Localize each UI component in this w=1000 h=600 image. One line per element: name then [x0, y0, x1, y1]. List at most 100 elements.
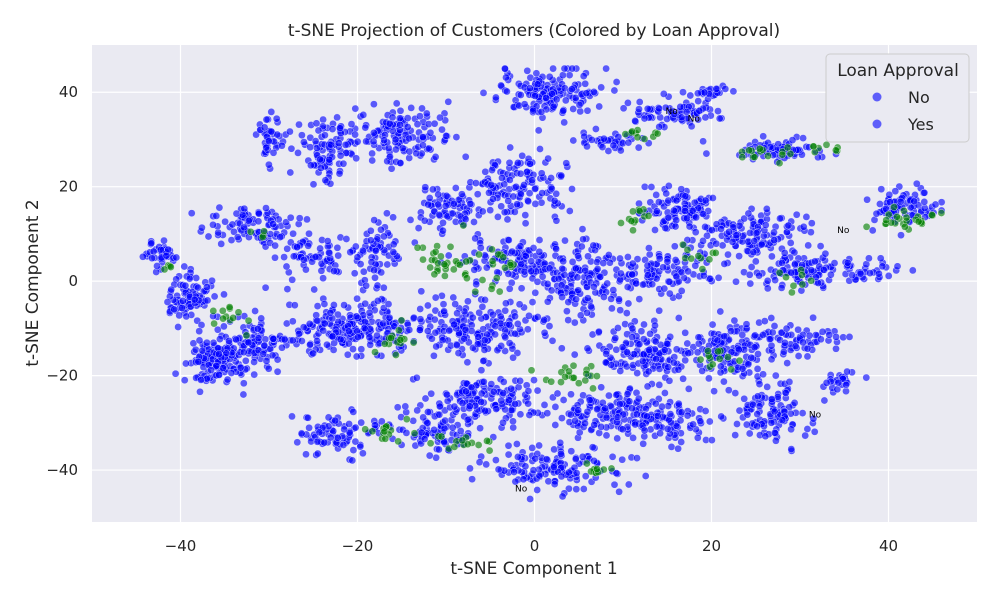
data-point-green	[708, 360, 717, 369]
data-point-blue	[531, 185, 539, 193]
data-point-blue	[576, 107, 585, 116]
data-point-blue	[445, 326, 454, 335]
data-point-blue	[691, 228, 700, 237]
data-point-blue	[480, 346, 489, 354]
data-point-blue	[503, 87, 511, 96]
data-point-green	[430, 270, 439, 279]
data-point-blue	[262, 204, 270, 212]
data-point-green	[629, 207, 637, 216]
data-point-blue	[264, 364, 273, 373]
data-point-blue	[191, 345, 200, 354]
data-point-blue	[297, 429, 306, 438]
y-tick-label: 20	[59, 178, 78, 196]
data-point-green	[483, 437, 491, 445]
data-point-blue	[413, 120, 422, 129]
data-point-blue	[684, 385, 693, 393]
data-point-blue	[238, 211, 247, 219]
chart-title: t-SNE Projection of Customers (Colored b…	[288, 21, 780, 41]
data-point-blue	[491, 322, 500, 331]
data-point-blue	[732, 277, 740, 286]
data-point-blue	[438, 125, 446, 134]
data-point-blue	[416, 112, 424, 121]
data-point-blue	[635, 105, 643, 114]
data-point-blue	[339, 159, 348, 168]
data-point-blue	[805, 331, 814, 340]
data-point-blue	[653, 207, 661, 216]
data-point-blue	[514, 453, 522, 461]
data-point-blue	[658, 402, 666, 411]
data-point-blue	[544, 154, 552, 163]
data-point-blue	[609, 286, 618, 294]
data-point-blue	[624, 480, 633, 489]
data-point-blue	[791, 260, 799, 269]
data-point-blue	[521, 211, 530, 219]
data-point-blue	[489, 387, 498, 396]
data-point-blue	[345, 327, 353, 336]
data-point-blue	[239, 379, 248, 388]
data-point-blue	[730, 316, 739, 325]
data-point-blue	[557, 171, 566, 180]
data-point-blue	[687, 122, 696, 131]
data-point-blue	[713, 336, 722, 345]
data-point-green	[437, 432, 446, 441]
data-point-blue	[602, 413, 611, 422]
data-point-blue	[652, 422, 661, 431]
data-point-blue	[504, 236, 513, 244]
data-point-blue	[321, 131, 329, 140]
data-point-blue	[305, 423, 313, 432]
data-point-blue	[533, 277, 542, 286]
legend-title: Loan Approval	[837, 61, 959, 81]
data-point-blue	[574, 406, 583, 414]
data-point-blue	[521, 462, 530, 471]
data-point-blue	[791, 342, 800, 351]
data-point-blue	[313, 449, 322, 458]
data-point-blue	[418, 104, 426, 113]
data-point-blue	[260, 341, 269, 350]
data-point-blue	[856, 269, 865, 278]
data-point-blue	[286, 168, 295, 177]
data-point-blue	[431, 306, 440, 315]
data-point-blue	[655, 254, 664, 263]
data-point-blue	[454, 349, 463, 357]
data-point-green	[644, 212, 653, 220]
data-point-blue	[664, 213, 673, 222]
data-point-green	[569, 373, 578, 382]
data-point-blue	[209, 220, 217, 229]
data-point-blue	[444, 97, 453, 106]
data-point-blue	[798, 409, 807, 417]
data-point-blue	[763, 383, 772, 391]
data-point-blue	[494, 213, 502, 221]
data-point-green	[694, 252, 703, 260]
data-point-blue	[499, 378, 508, 386]
data-point-blue	[488, 166, 496, 174]
data-point-blue	[573, 273, 582, 282]
data-point-blue	[317, 266, 326, 275]
data-point-blue	[434, 190, 443, 199]
data-point-blue	[194, 357, 203, 366]
data-point-green	[635, 207, 644, 215]
data-point-blue	[553, 389, 562, 398]
data-point-blue	[822, 379, 831, 387]
data-point-blue	[334, 251, 343, 260]
data-point-blue	[735, 252, 743, 260]
data-point-green	[629, 226, 637, 235]
data-point-blue	[349, 408, 358, 416]
data-point-blue	[614, 324, 622, 332]
data-point-blue	[628, 270, 637, 279]
data-point-blue	[825, 331, 834, 339]
data-point-blue	[653, 412, 662, 420]
data-point-blue	[441, 416, 449, 425]
data-point-blue	[770, 428, 779, 437]
data-point-blue	[778, 259, 786, 267]
data-point-blue	[706, 274, 715, 283]
data-point-blue	[204, 232, 213, 241]
data-point-blue	[477, 398, 486, 406]
data-point-blue	[662, 189, 671, 198]
data-point-blue	[765, 335, 774, 344]
data-point-blue	[298, 131, 306, 140]
data-point-blue	[319, 274, 327, 283]
data-point-blue	[749, 400, 757, 409]
data-point-blue	[309, 180, 318, 189]
data-point-blue	[250, 370, 259, 379]
data-point-blue	[389, 248, 398, 256]
